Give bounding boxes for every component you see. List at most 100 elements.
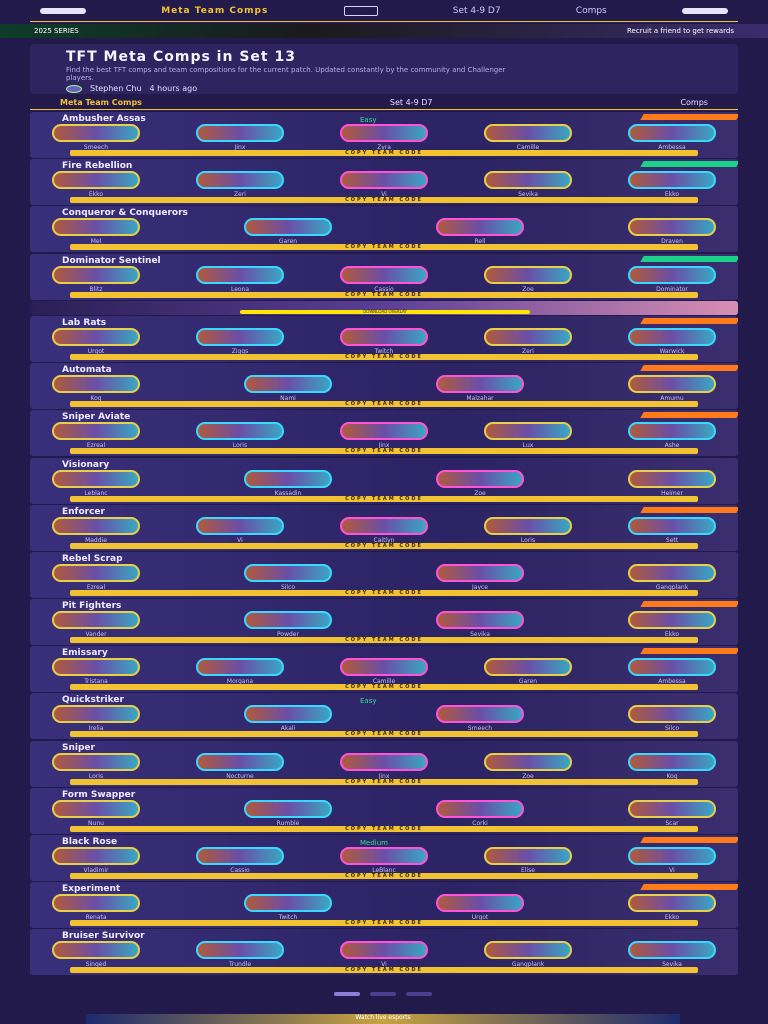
comp-row[interactable]: Sniper Loris Nocturne Jinx Zoe Kog COPY TEAM C… (30, 740, 738, 787)
champion-portrait[interactable]: Trundle (196, 941, 284, 968)
champion-portrait[interactable]: Rell (436, 218, 524, 245)
champion-portrait[interactable]: Urgot (52, 327, 140, 355)
champion-portrait[interactable]: Zeri (196, 171, 284, 198)
champion-portrait[interactable]: Cassio (196, 847, 284, 874)
copy-team-code-button[interactable]: COPY TEAM CODE (70, 920, 698, 927)
champion-portrait[interactable]: Sevika (628, 941, 716, 968)
champion-portrait[interactable]: Ashe (628, 422, 716, 449)
champion-portrait[interactable]: Camille (340, 658, 428, 685)
champion-portrait[interactable]: Ekko (628, 894, 716, 921)
comp-name[interactable]: Pit Fighters (62, 601, 122, 612)
champion-portrait[interactable]: Vladimir (52, 847, 140, 874)
subnav-right[interactable]: Comps (680, 98, 708, 107)
champion-portrait[interactable]: Leblanc (52, 469, 140, 497)
champion-portrait[interactable]: Ekko (52, 171, 140, 198)
champion-portrait[interactable]: Elise (484, 847, 572, 874)
menu-icon[interactable] (40, 7, 86, 14)
copy-team-code-button[interactable]: COPY TEAM CODE (70, 967, 698, 974)
comp-row[interactable]: Rebel Scrap Ezreal Silco Jayce Gangplank COPY… (30, 551, 738, 598)
comp-row[interactable]: Fire Rebellion Ekko Zeri Vi Sevika Ekko COPY T… (30, 159, 738, 206)
comp-name[interactable]: Bruiser Survivor (62, 931, 145, 942)
comp-row[interactable]: Visionary Leblanc Kassadin Zoe Heimer COPY TE… (30, 457, 738, 504)
promo-banner[interactable]: 2025 SERIES Recruit a friend to get rewa… (0, 24, 768, 38)
comp-name[interactable]: Experiment (62, 884, 121, 895)
champion-portrait[interactable]: Jinx (340, 752, 428, 780)
comp-row[interactable]: Automata Kog Nami Malzahar Amumu COPY TEAM CO… (30, 363, 738, 410)
champion-portrait[interactable]: Ezreal (52, 422, 140, 449)
champion-portrait[interactable]: Morgana (196, 658, 284, 685)
champion-portrait[interactable]: Ekko (628, 611, 716, 638)
comp-name[interactable]: Dominator Sentinel (62, 255, 161, 266)
comp-row[interactable]: Emissary Tristana Morgana Camille Garen Ambes… (30, 646, 738, 693)
comp-row[interactable]: Black Rose Medium Vladimir Cassio LeBlanc Eli… (30, 835, 738, 881)
copy-team-code-button[interactable]: COPY TEAM CODE (70, 542, 698, 549)
comp-row[interactable]: Lab Rats Urgot Ziggs Twitch Zeri Warwick COPY … (30, 315, 738, 362)
champion-portrait[interactable]: Zeri (484, 327, 572, 355)
champion-portrait[interactable]: Maddie (52, 516, 140, 544)
champion-portrait[interactable]: Smeech (436, 705, 524, 732)
champion-portrait[interactable]: Nami (244, 375, 332, 402)
copy-team-code-button[interactable]: COPY TEAM CODE (70, 637, 698, 644)
comp-row[interactable]: Sniper Aviate Ezreal Loris Jinx Lux Ashe COPY … (30, 410, 738, 457)
champion-portrait[interactable]: Singed (52, 941, 140, 968)
champion-portrait[interactable]: Zoe (484, 752, 572, 780)
comp-row[interactable]: Conqueror & Conquerors Mel Garen Rell Draven… (30, 206, 738, 253)
champion-portrait[interactable]: Ekko (628, 171, 716, 198)
comp-name[interactable]: Fire Rebellion (62, 161, 133, 172)
comp-row[interactable]: Ambusher Assas Easy Smeech Jinx Zyra Camille A… (30, 112, 738, 158)
champion-portrait[interactable]: Akali (244, 705, 332, 732)
champion-portrait[interactable]: Loris (484, 516, 572, 544)
champion-portrait[interactable]: Ambessa (628, 124, 716, 151)
champion-portrait[interactable]: Kog (628, 752, 716, 780)
subnav-label[interactable]: Meta Team Comps (60, 98, 142, 107)
champion-portrait[interactable]: Blitz (52, 265, 140, 293)
champion-portrait[interactable]: Garen (244, 218, 332, 245)
champion-portrait[interactable]: Mel (52, 218, 140, 245)
champion-portrait[interactable]: Loris (196, 422, 284, 449)
copy-team-code-button[interactable]: COPY TEAM CODE (70, 731, 698, 738)
champion-portrait[interactable]: Draven (628, 218, 716, 245)
account-icon[interactable] (681, 7, 728, 14)
champion-portrait[interactable]: Cassio (340, 265, 428, 293)
champion-portrait[interactable]: Sett (628, 516, 716, 544)
copy-team-code-button[interactable]: COPY TEAM CODE (70, 495, 698, 502)
champion-portrait[interactable]: Zoe (436, 469, 524, 497)
champion-portrait[interactable]: Zoe (484, 265, 572, 293)
champion-portrait[interactable]: Dominator (628, 265, 716, 293)
comp-row[interactable]: Quickstriker Easy Irelia Akali Smeech Silco CO… (30, 693, 738, 740)
champion-portrait[interactable]: Gangplank (484, 941, 572, 968)
champion-portrait[interactable]: Garen (484, 658, 572, 685)
copy-team-code-button[interactable]: COPY TEAM CODE (70, 589, 698, 596)
champion-portrait[interactable]: Warwick (628, 327, 716, 355)
logo-icon[interactable] (343, 5, 378, 16)
copy-team-code-button[interactable]: COPY TEAM CODE (70, 825, 698, 832)
comp-name[interactable]: Quickstriker (62, 695, 124, 706)
nav-right[interactable]: Comps (575, 5, 607, 16)
champion-portrait[interactable]: Sevika (484, 171, 572, 198)
champion-portrait[interactable]: Camille (484, 124, 572, 151)
champion-portrait[interactable]: Urgot (436, 894, 524, 921)
comp-name[interactable]: Black Rose (62, 837, 118, 847)
page-dot[interactable] (334, 992, 360, 996)
champion-portrait[interactable]: Kassadin (244, 469, 332, 497)
page-dot[interactable] (406, 992, 432, 996)
champion-portrait[interactable]: Lux (484, 422, 572, 449)
champion-portrait[interactable]: Vander (52, 611, 140, 638)
champion-portrait[interactable]: Smeech (52, 124, 140, 151)
champion-portrait[interactable]: Tristana (52, 658, 140, 685)
download-overlay-button[interactable]: DOWNLOAD OVERLAY (240, 309, 530, 314)
champion-portrait[interactable]: Sevika (436, 611, 524, 638)
subnav-set[interactable]: Set 4-9 D7 (389, 98, 433, 107)
copy-team-code-button[interactable]: COPY TEAM CODE (70, 684, 698, 691)
champion-portrait[interactable]: Silco (628, 705, 716, 732)
champion-portrait[interactable]: Twitch (340, 327, 428, 355)
champion-portrait[interactable]: Heimer (628, 469, 716, 497)
champion-portrait[interactable]: Leona (196, 265, 284, 293)
copy-team-code-button[interactable]: COPY TEAM CODE (70, 150, 698, 156)
champion-portrait[interactable]: Vi (340, 941, 428, 968)
champion-portrait[interactable]: Zyra (340, 124, 428, 151)
champion-portrait[interactable]: Scar (628, 799, 716, 827)
copy-team-code-button[interactable]: COPY TEAM CODE (70, 448, 698, 455)
champion-portrait[interactable]: LeBlanc (340, 847, 428, 874)
champion-portrait[interactable]: Renata (52, 894, 140, 921)
